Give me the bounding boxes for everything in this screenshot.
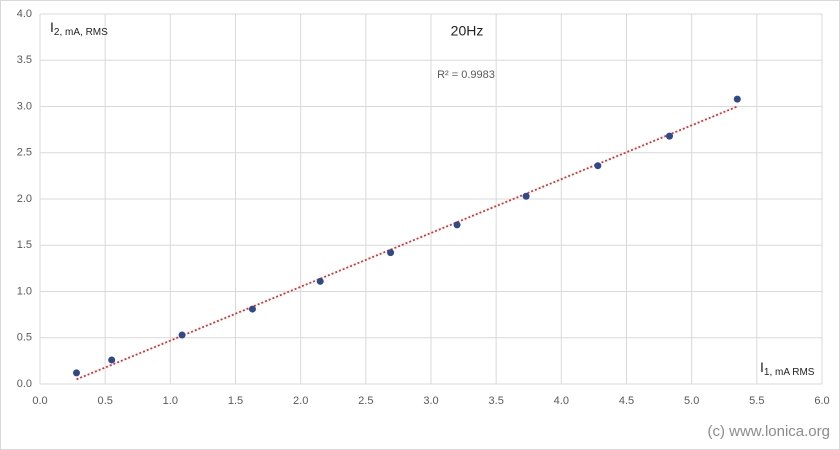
y-tick-label: 0.0 (17, 378, 32, 390)
x-tick-label: 0.5 (98, 395, 113, 407)
data-point (316, 277, 324, 285)
y-tick-label: 2.5 (17, 147, 32, 159)
x-tick-label: 3.5 (489, 395, 504, 407)
x-tick-label: 6.0 (814, 395, 829, 407)
y-tick-label: 2.0 (17, 193, 32, 205)
y-tick-label: 4.0 (17, 8, 32, 20)
data-point (387, 249, 395, 257)
x-tick-label: 5.5 (749, 395, 764, 407)
y-tick-label: 3.0 (17, 100, 32, 112)
y-tick-label: 1.5 (17, 239, 32, 251)
y-label-main: I (50, 19, 54, 35)
data-point (594, 162, 602, 170)
chart-title: 20Hz (451, 23, 484, 39)
watermark: (c) www.lonica.org (707, 423, 830, 440)
x-tick-label: 3.0 (423, 395, 438, 407)
x-tick-label: 5.0 (684, 395, 699, 407)
trendline (76, 105, 738, 381)
data-point (453, 221, 461, 229)
r-squared: R² = 0.9983 (437, 69, 495, 81)
y-tick-label: 0.5 (17, 332, 32, 344)
y-label-sub: 2, mA, RMS (54, 27, 108, 38)
x-label-main: I (760, 359, 764, 375)
data-point (522, 192, 530, 200)
data-point (108, 356, 116, 364)
x-tick-label: 1.5 (228, 395, 243, 407)
data-point (178, 331, 186, 339)
x-tick-label: 4.5 (619, 395, 634, 407)
data-point (733, 95, 741, 103)
x-axis-label: I1, mA RMS (760, 359, 815, 378)
x-tick-label: 4.0 (554, 395, 569, 407)
y-axis-label: I2, mA, RMS (50, 19, 108, 38)
x-tick-label: 1.0 (163, 395, 178, 407)
y-tick-label: 3.5 (17, 54, 32, 66)
data-point (72, 369, 80, 377)
data-point (666, 132, 674, 140)
x-tick-label: 2.5 (358, 395, 373, 407)
x-tick-label: 2.0 (293, 395, 308, 407)
data-point (248, 305, 256, 313)
x-label-sub: 1, mA RMS (764, 367, 815, 378)
x-tick-label: 0.0 (32, 395, 47, 407)
y-tick-label: 1.0 (17, 285, 32, 297)
